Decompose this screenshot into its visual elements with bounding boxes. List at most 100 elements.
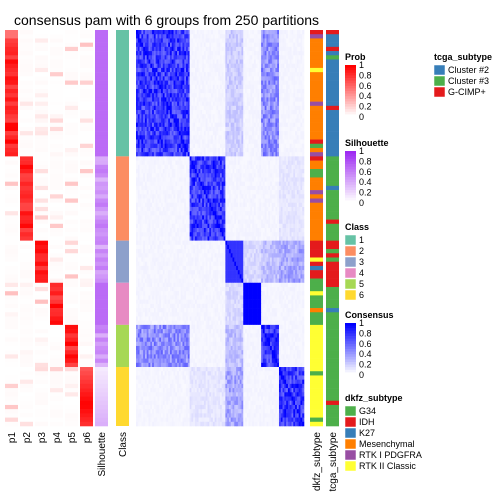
- consensus-cell: [245, 164, 248, 170]
- consensus-cell: [257, 67, 260, 73]
- prob-cell: [80, 303, 93, 309]
- prob-cell: [80, 409, 93, 414]
- consensus-cell: [259, 110, 262, 115]
- consensus-cell: [137, 173, 140, 178]
- consensus-cell: [277, 114, 280, 119]
- consensus-cell: [280, 194, 283, 199]
- consensus-cell: [144, 202, 148, 208]
- consensus-cell: [143, 169, 146, 174]
- consensus-cell: [230, 173, 233, 178]
- consensus-cell: [252, 101, 255, 107]
- consensus-cell: [261, 76, 264, 81]
- consensus-cell: [228, 63, 232, 69]
- prob-cell: [80, 345, 93, 351]
- consensus-cell: [287, 198, 290, 204]
- consensus-cell: [289, 173, 292, 178]
- consensus-cell: [168, 110, 171, 115]
- consensus-cell: [187, 88, 190, 94]
- consensus-cell: [223, 80, 226, 86]
- prob-cell: [80, 404, 93, 410]
- consensus-cell: [287, 42, 290, 48]
- consensus-cell: [137, 215, 140, 220]
- consensus-cell: [155, 84, 158, 90]
- consensus-cell: [198, 72, 201, 77]
- consensus-cell: [177, 211, 180, 216]
- consensus-cell: [175, 30, 178, 35]
- prob-cell: [20, 371, 33, 376]
- consensus-cell: [220, 160, 223, 166]
- consensus-cell: [157, 219, 160, 225]
- consensus-cell: [177, 160, 180, 166]
- prob-cell: [65, 160, 78, 166]
- consensus-cell: [194, 202, 198, 208]
- consensus-cell: [289, 181, 292, 187]
- consensus-cell: [207, 122, 210, 128]
- prob-cell: [35, 249, 48, 254]
- consensus-cell: [198, 63, 201, 69]
- consensus-cell: [221, 105, 224, 111]
- consensus-cell: [173, 185, 176, 191]
- consensus-cell: [178, 101, 181, 107]
- consensus-cell: [228, 55, 232, 60]
- consensus-cell: [284, 122, 287, 128]
- silhouette-cell: [95, 404, 108, 410]
- consensus-cell: [302, 67, 305, 73]
- consensus-cell: [175, 152, 178, 157]
- consensus-cell: [291, 198, 294, 204]
- consensus-cell: [250, 185, 253, 191]
- consensus-cell: [246, 97, 249, 102]
- consensus-cell: [236, 101, 239, 107]
- consensus-cell: [200, 110, 203, 115]
- prob-cell: [80, 253, 93, 258]
- consensus-cell: [241, 110, 244, 115]
- consensus-row: [136, 202, 305, 208]
- consensus-cell: [296, 206, 299, 212]
- consensus-cell: [212, 160, 215, 166]
- consensus-cell: [180, 190, 183, 195]
- consensus-cell: [171, 135, 174, 140]
- consensus-cell: [212, 131, 215, 136]
- consensus-cell: [262, 143, 265, 149]
- consensus-cell: [152, 131, 155, 136]
- consensus-cell: [171, 147, 174, 153]
- consensus-cell: [280, 105, 283, 111]
- consensus-cell: [278, 198, 282, 204]
- consensus-cell: [234, 202, 237, 208]
- consensus-cell: [193, 164, 196, 170]
- consensus-cell: [268, 38, 271, 43]
- consensus-cell: [289, 80, 292, 86]
- consensus-cell: [214, 38, 217, 43]
- consensus-cell: [291, 156, 294, 161]
- consensus-cell: [186, 84, 189, 90]
- consensus-cell: [153, 198, 156, 204]
- consensus-cell: [144, 38, 148, 43]
- consensus-cell: [141, 152, 144, 157]
- prob-cell: [20, 122, 33, 128]
- consensus-cell: [191, 80, 194, 86]
- consensus-cell: [203, 38, 206, 43]
- consensus-cell: [246, 105, 249, 111]
- consensus-cell: [168, 177, 171, 182]
- consensus-cell: [161, 211, 164, 216]
- consensus-cell: [169, 139, 173, 145]
- consensus-cell: [262, 160, 265, 166]
- consensus-cell: [157, 198, 160, 204]
- consensus-cell: [136, 177, 139, 182]
- consensus-cell: [189, 59, 192, 64]
- consensus-cell: [182, 38, 185, 43]
- consensus-cell: [153, 173, 156, 178]
- consensus-cell: [243, 156, 246, 161]
- consensus-cell: [209, 63, 212, 69]
- prob-cell: [65, 198, 78, 204]
- consensus-cell: [225, 143, 228, 149]
- consensus-cell: [248, 72, 251, 77]
- consensus-cell: [227, 169, 230, 174]
- consensus-cell: [266, 131, 269, 136]
- consensus-cell: [268, 51, 271, 56]
- consensus-cell: [216, 219, 219, 225]
- consensus-cell: [169, 147, 173, 153]
- consensus-cell: [194, 131, 198, 136]
- consensus-cell: [216, 51, 219, 56]
- consensus-cell: [214, 169, 217, 174]
- consensus-cell: [220, 67, 223, 73]
